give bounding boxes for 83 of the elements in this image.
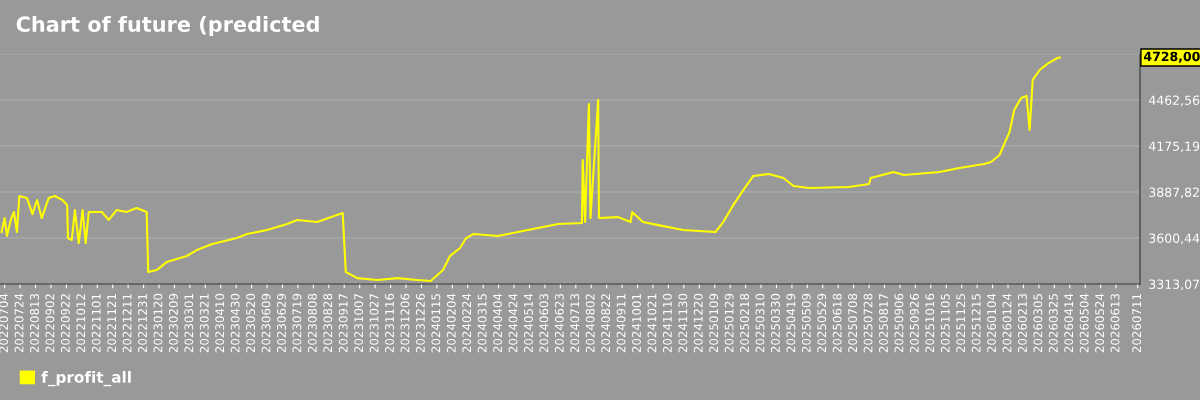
x-tick-label: 20260414 [1064,293,1074,353]
y-tick-label: 4462,56 [1148,95,1200,107]
x-tick-label: 20250310 [755,293,765,353]
x-tick-label: 20250129 [724,293,734,353]
x-tick-label: 20231007 [354,294,364,353]
x-tick-label: 20221012 [76,294,86,353]
x-tick-label: 20240224 [462,293,472,353]
x-tick-label: 20221101 [91,294,101,353]
x-tick-label: 20250906 [894,293,904,353]
x-tick-label: 20260524 [1095,293,1105,353]
x-tick-label: 20250509 [801,293,811,353]
x-tick-label: 20230410 [215,293,225,353]
x-tick-label: 20230808 [307,293,317,353]
x-tick-label: 20240404 [493,293,503,353]
x-tick-label: 20250708 [848,293,858,353]
x-tick-label: 20230430 [230,293,240,353]
y-tick-label: 3600,44 [1149,233,1200,245]
y-tick-label: 4175,19 [1148,141,1200,153]
x-tick-label: 20240204 [446,293,456,353]
x-tick-label: 20240514 [523,293,533,353]
y-tick-label: 3313,07 [1149,279,1199,291]
x-tick-label: 20230629 [276,293,286,353]
x-tick-label: 20260613 [1110,293,1120,353]
x-tick-label: 20241001 [632,294,641,353]
x-tick-label: 20250330 [770,293,780,353]
x-tick-label: 20220704 [0,293,9,353]
x-tick-label: 20231027 [369,294,379,353]
x-tick-label: 20230209 [168,293,178,353]
text: 4728,00 [1143,51,1200,63]
x-tick-label: 20230828 [323,293,333,353]
x-tick-label: 20230301 [184,294,194,353]
x-tick-label: 20240911 [616,294,626,353]
x-tick-label: 20230520 [246,293,256,353]
x-tick-label: 20240424 [508,293,518,353]
x-tick-label: 20260325 [1048,294,1058,353]
x-tick-label: 20251016 [925,293,935,353]
x-tick-label: 20220724 [14,293,24,353]
x-tick-label: 20250926 [909,293,919,353]
x-tick-label: 20260124 [1002,293,1012,353]
x-tick-label: 20231116 [385,293,394,353]
x-tick-label: 20240802 [585,294,595,353]
x-tick-label: 20260104 [987,293,997,353]
x-tick-label: 20230609 [261,293,271,353]
x-tick-label: 20240623 [554,293,564,353]
x-tick-label: 20250728 [863,293,873,353]
x-tick-label: 20250817 [879,294,888,353]
x-tick-label: 20250618 [832,293,842,353]
line-series [0,56,1061,283]
x-tick-label: 20251215 [971,294,981,353]
x-tick-label: 20251105 [940,294,950,353]
x-tick-label: 20241021 [647,294,657,353]
y-tick-label: 3887,82 [1149,187,1199,199]
x-tick-label: 20230719 [292,293,302,353]
x-tick-label: 20231226 [415,293,425,353]
x-tick-label: 20230321 [199,294,209,353]
legend-label: f_profit_all [41,371,131,387]
x-tick-label: 20220922 [60,294,70,353]
x-tick-label: 20250218 [740,293,750,353]
x-tick-label: 20260711 [1132,294,1142,353]
x-tick-label: 20240603 [539,293,549,353]
x-tick-label: 20230917 [338,294,348,353]
x-tick-label: 20260305 [1033,294,1043,353]
x-tick-label: 20241110 [662,293,672,353]
x-tick-label: 20220902 [45,294,55,353]
x-tick-label: 20260504 [1079,293,1089,353]
x-tick-label: 20240713 [570,293,580,353]
x-tick-label: 20241130 [678,293,688,353]
x-tick-label: 20240115 [431,294,441,353]
x-tick-label: 20240315 [477,294,487,353]
x-tick-label: 20221211 [122,294,132,353]
x-tick-label: 20241220 [693,293,703,353]
x-tick-label: 20221121 [107,294,117,353]
x-tick-label: 20251125 [956,294,966,353]
x-tick-label: 20250109 [709,293,719,353]
x-tick-label: 20221231 [138,294,147,353]
x-tick-label: 20231206 [400,293,410,353]
chart-title: Chart of future (predicted [16,15,319,37]
x-tick-label: 20260213 [1017,293,1027,353]
x-tick-label: 20250419 [786,293,796,353]
x-tick-label: 20240822 [601,294,611,353]
x-tick-label: 20250529 [817,293,827,353]
x-tick-label: 20220813 [30,293,39,353]
x-tick-label: 20230120 [153,293,163,353]
